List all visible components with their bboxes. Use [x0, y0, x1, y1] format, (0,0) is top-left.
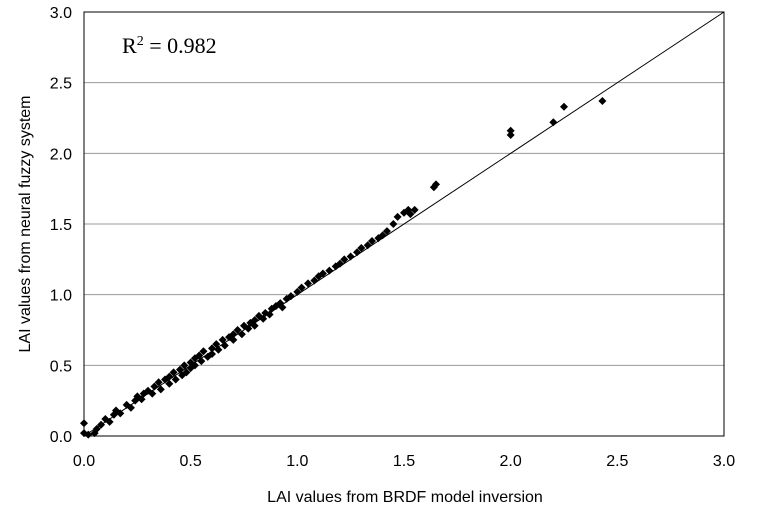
data-point — [190, 361, 199, 370]
data-point — [389, 220, 398, 228]
data-point — [250, 316, 259, 325]
data-point — [156, 385, 165, 394]
data-point — [116, 409, 125, 418]
data-point — [208, 344, 216, 353]
data-point — [506, 130, 515, 139]
r-squared-prefix: R — [122, 33, 137, 58]
x-tick-labels: 0.0 0.5 1.0 1.5 2.0 2.5 3.0 — [73, 453, 735, 470]
data-point — [410, 205, 419, 214]
y-tick-label: 1.5 — [50, 217, 72, 234]
x-tick-label: 1.5 — [393, 453, 415, 470]
data-point — [346, 252, 355, 261]
data-point — [84, 430, 93, 439]
data-point — [92, 424, 101, 433]
data-point — [406, 210, 415, 219]
x-tick-label: 2.5 — [606, 453, 628, 470]
x-tick-label: 2.0 — [500, 453, 522, 470]
data-point — [165, 379, 174, 388]
data-point — [220, 341, 229, 350]
y-axis-label: LAI values from neural fuzzy system — [17, 96, 34, 353]
data-point — [549, 118, 558, 127]
data-point — [122, 400, 131, 409]
data-point — [353, 248, 362, 257]
data-point — [165, 372, 174, 381]
data-point — [126, 403, 135, 412]
data-point — [357, 244, 366, 253]
data-point — [363, 241, 372, 250]
data-point — [229, 330, 238, 339]
data-point — [197, 357, 206, 366]
data-point — [214, 345, 223, 354]
x-tick-label: 3.0 — [713, 453, 735, 470]
y-tick-label: 1.0 — [50, 288, 72, 305]
x-tick-label: 0.5 — [180, 453, 202, 470]
data-point — [297, 283, 306, 292]
data-point — [208, 350, 216, 359]
plot-frame — [83, 11, 725, 437]
data-point — [278, 303, 287, 312]
data-point — [150, 382, 159, 391]
data-points — [80, 97, 607, 439]
r-squared-annotation: R2 = 0.982 — [122, 33, 217, 58]
data-point — [318, 269, 327, 278]
r-squared-value: = 0.982 — [144, 33, 217, 58]
data-point — [325, 266, 334, 275]
data-point — [378, 231, 387, 240]
data-point — [171, 375, 180, 384]
y-tick-label: 0.5 — [50, 358, 72, 375]
data-point — [340, 255, 349, 264]
data-point — [286, 292, 295, 301]
data-point — [336, 259, 344, 268]
data-point — [293, 287, 302, 296]
y-tick-label: 2.0 — [50, 146, 72, 163]
data-point — [560, 102, 568, 111]
data-point — [237, 330, 246, 339]
data-point — [154, 378, 163, 387]
y-tick-label: 2.5 — [50, 76, 72, 93]
data-point — [105, 417, 114, 426]
data-point — [148, 389, 157, 398]
data-point — [506, 126, 515, 135]
data-point — [310, 276, 319, 285]
data-point — [233, 326, 242, 334]
y-tick-label: 3.0 — [50, 5, 72, 22]
x-tick-label: 0.0 — [73, 453, 95, 470]
data-point — [393, 212, 402, 221]
data-point — [229, 335, 238, 344]
data-point — [368, 236, 376, 245]
data-point — [97, 420, 106, 429]
data-point — [382, 227, 391, 236]
x-axis-label: LAI values from BRDF model inversion — [267, 489, 543, 506]
data-point — [250, 321, 259, 330]
data-point — [304, 279, 312, 288]
data-point — [180, 361, 189, 370]
data-point — [199, 347, 208, 356]
data-point — [429, 183, 438, 192]
x-tick-label: 1.0 — [286, 453, 308, 470]
data-point — [598, 97, 607, 106]
data-point — [169, 368, 178, 377]
y-tick-labels: 0.0 0.5 1.0 1.5 2.0 2.5 3.0 — [50, 5, 72, 446]
y-tick-label: 0.0 — [50, 429, 72, 446]
data-point — [182, 368, 191, 377]
r-squared-superscript: 2 — [137, 34, 144, 49]
